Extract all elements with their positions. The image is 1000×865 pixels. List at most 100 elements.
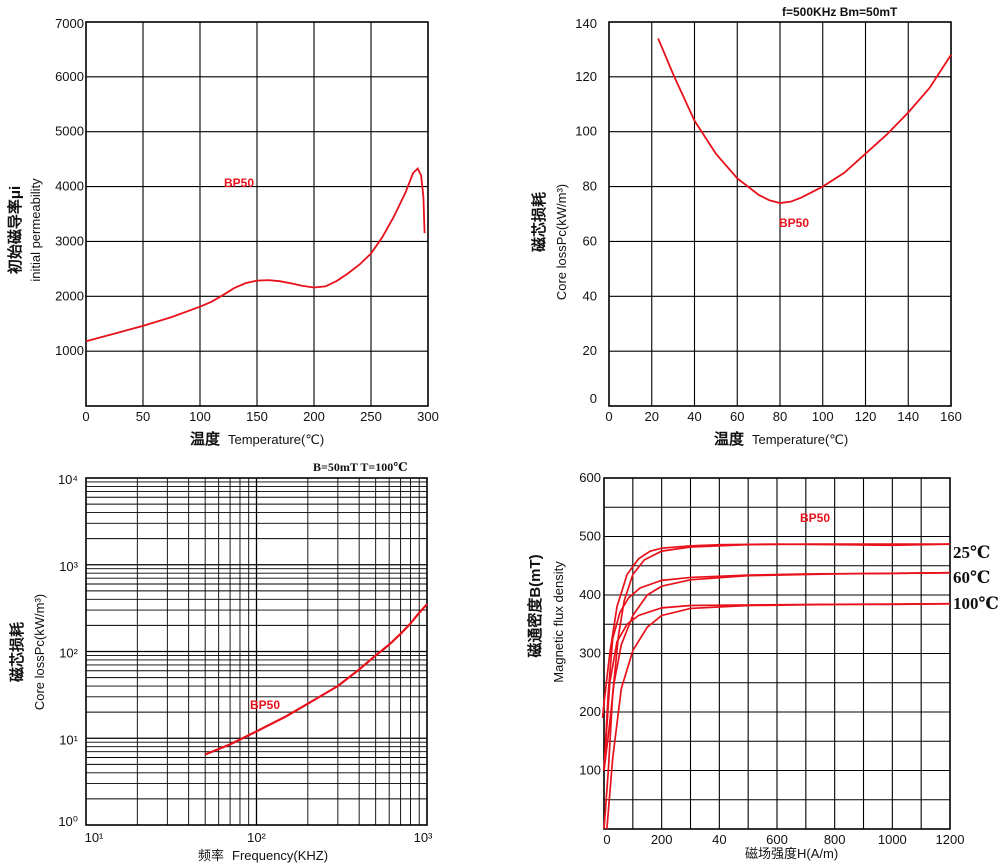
y-tick-label: 10²	[59, 646, 78, 661]
x-axis-label: 磁场强度H(A/m)	[745, 846, 838, 861]
plot-frame	[603, 477, 951, 830]
y-tick-label: 10³	[59, 559, 78, 574]
plot-frame	[608, 21, 952, 407]
y-tick-label: 2000	[55, 288, 84, 303]
y-tick-label: 600	[579, 470, 601, 485]
y-tick-label: 140	[575, 16, 597, 31]
x-tick-label: 1200	[936, 832, 965, 847]
chart-coreloss-vs-temperature: 0 20 40 60 80 100 120 140 160 0 20 40 60 80 100 120 140…	[530, 5, 962, 448]
x-axis-label-cn: 频率	[198, 848, 224, 863]
chart-permeability-vs-temperature: 0 50 100 150 200 250 300 1000 2000 3000 4000 5000 6…	[6, 16, 439, 448]
y-tick-label: 10¹	[59, 732, 78, 747]
y-tick-label: 0	[590, 391, 597, 406]
series-lines	[85, 166, 426, 343]
grid	[86, 478, 427, 825]
y-tick-labels: 100 200 300 400 500 600	[579, 470, 601, 778]
x-tick-label: 10¹	[85, 830, 104, 845]
x-tick-label: 200	[303, 409, 325, 424]
series-label-bp50: BP50	[779, 216, 809, 230]
y-axis-label-cn: 磁芯损耗	[8, 622, 26, 682]
chart-bh-curve: 0 200 40 600 800 1000 1200 100200300400500600 …	[526, 470, 999, 861]
y-tick-label: 500	[579, 529, 601, 544]
x-tick-label: 10²	[247, 830, 266, 845]
y-tick-label: 60	[583, 233, 597, 248]
y-tick-label: 7000	[55, 16, 84, 31]
x-tick-labels: 0 20 40 60 80 100 120 140 160	[605, 409, 961, 424]
series-line-bp50	[657, 38, 952, 204]
x-tick-label: 250	[360, 409, 382, 424]
plot-frame	[85, 477, 428, 826]
y-tick-label: 400	[579, 587, 601, 602]
y-tick-label: 10⁰	[58, 814, 78, 829]
y-tick-label: 80	[583, 179, 597, 194]
y-axis-label-cn: 初始磁导率μi	[6, 186, 24, 274]
x-tick-label: 100	[189, 409, 211, 424]
x-tick-label: 0	[82, 409, 89, 424]
y-tick-label: 10⁴	[58, 472, 78, 487]
x-tick-label: 140	[897, 409, 919, 424]
y-tick-label: 1000	[55, 343, 84, 358]
series-line-bp50	[204, 603, 428, 756]
y-tick-label: 3000	[55, 233, 84, 248]
y-axis-label: initial permeability	[28, 178, 43, 282]
x-axis-label-cn: 温度	[190, 430, 221, 448]
y-tick-label: 5000	[55, 124, 84, 139]
temp-label-100c: 100℃	[953, 594, 999, 613]
y-tick-label: 100	[579, 763, 601, 778]
series-line-25c	[601, 543, 951, 718]
x-axis-label: Temperature(℃)	[752, 432, 848, 447]
series-lines	[657, 38, 952, 204]
y-tick-labels: 1000 2000 3000 4000 5000 6000 7000	[55, 16, 84, 358]
x-tick-label: 10³	[414, 830, 433, 845]
y-tick-label: 200	[579, 704, 601, 719]
x-tick-label: 0	[605, 409, 612, 424]
series-line-60c	[603, 571, 951, 771]
series-label-bp50: BP50	[250, 698, 280, 712]
x-axis-label: Temperature(℃)	[228, 432, 324, 447]
series-lines	[601, 543, 951, 830]
series-line-100c	[606, 602, 951, 830]
x-tick-label: 50	[136, 409, 150, 424]
test-conditions: B=50mT T=100℃	[313, 460, 408, 474]
y-tick-label: 100	[575, 124, 597, 139]
x-tick-labels: 0 200 40 600 800 1000 1200	[603, 832, 964, 847]
grid	[604, 478, 950, 829]
series-lines	[204, 603, 428, 756]
y-tick-label: 20	[583, 343, 597, 358]
grid	[86, 22, 428, 406]
y-tick-label: 6000	[55, 69, 84, 84]
y-tick-labels: 10⁰ 10¹ 10² 10³ 10⁴	[58, 472, 79, 829]
x-tick-label: 60	[730, 409, 744, 424]
x-tick-label: 40	[687, 409, 701, 424]
grid	[609, 22, 951, 406]
y-axis-label: Core lossPc(kW/m³)	[554, 184, 569, 300]
x-tick-label: 300	[417, 409, 439, 424]
series-label-bp50: BP50	[224, 176, 254, 190]
plot-frame	[85, 21, 429, 407]
x-tick-labels: 0 50 100 150 200 250 300	[82, 409, 438, 424]
y-tick-labels: 0 20 40 60 80 100 120 140	[575, 16, 597, 406]
x-tick-label: 800	[824, 832, 846, 847]
series-line-bp50	[85, 166, 426, 343]
x-tick-label: 20	[645, 409, 659, 424]
y-axis-label-cn: 磁芯损耗	[530, 192, 548, 252]
x-axis-label: Frequency(KHZ)	[232, 848, 328, 863]
test-conditions: f=500KHz Bm=50mT	[782, 5, 898, 19]
x-tick-label: 120	[855, 409, 877, 424]
y-axis-label: Core lossPc(kW/m³)	[32, 594, 47, 710]
temp-label-60c: 60℃	[953, 568, 990, 587]
x-tick-label: 0	[603, 832, 610, 847]
y-axis-label: Magnetic flux density	[551, 561, 566, 683]
temp-label-25c: 25℃	[953, 543, 990, 562]
x-tick-label: 100	[812, 409, 834, 424]
y-axis-label-cn: 磁通密度B(mT)	[526, 554, 544, 657]
x-tick-labels: 10¹ 10² 10³	[85, 830, 433, 845]
x-tick-label: 200	[651, 832, 673, 847]
y-tick-label: 300	[579, 646, 601, 661]
y-tick-label: 4000	[55, 179, 84, 194]
y-tick-label: 120	[575, 69, 597, 84]
x-axis-label-cn: 温度	[714, 430, 745, 448]
x-tick-label: 1000	[878, 832, 907, 847]
